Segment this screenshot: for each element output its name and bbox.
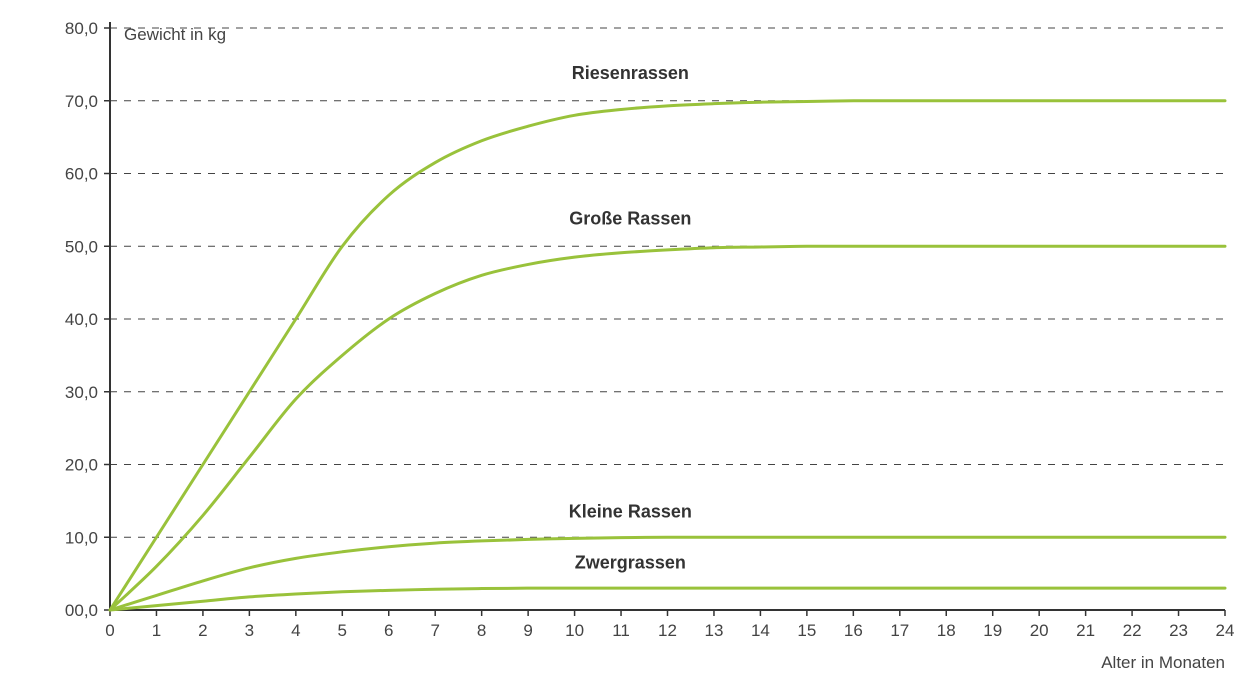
series-line-zwergrassen	[110, 588, 1225, 610]
x-tick-label: 22	[1123, 621, 1142, 640]
growth-chart: 00,010,020,030,040,050,060,070,080,00123…	[0, 0, 1247, 690]
x-tick-label: 12	[658, 621, 677, 640]
x-tick-label: 16	[844, 621, 863, 640]
x-tick-label: 24	[1216, 621, 1235, 640]
x-tick-label: 10	[565, 621, 584, 640]
x-tick-label: 17	[890, 621, 909, 640]
y-tick-label: 30,0	[65, 383, 98, 402]
x-tick-label: 5	[338, 621, 347, 640]
x-axis-title: Alter in Monaten	[1101, 653, 1225, 672]
y-tick-label: 00,0	[65, 601, 98, 620]
x-tick-label: 8	[477, 621, 486, 640]
series-label: Riesenrassen	[572, 63, 689, 83]
y-tick-label: 40,0	[65, 310, 98, 329]
x-tick-label: 6	[384, 621, 393, 640]
chart-svg: 00,010,020,030,040,050,060,070,080,00123…	[0, 0, 1247, 690]
x-tick-label: 4	[291, 621, 300, 640]
y-tick-label: 20,0	[65, 456, 98, 475]
y-tick-label: 60,0	[65, 165, 98, 184]
series-label: Zwergrassen	[575, 553, 686, 573]
series-label: Kleine Rassen	[569, 502, 692, 522]
x-tick-label: 1	[152, 621, 161, 640]
x-tick-label: 13	[704, 621, 723, 640]
x-tick-label: 7	[430, 621, 439, 640]
x-tick-label: 15	[797, 621, 816, 640]
y-tick-label: 10,0	[65, 528, 98, 547]
y-tick-label: 70,0	[65, 92, 98, 111]
x-tick-label: 3	[245, 621, 254, 640]
x-tick-label: 19	[983, 621, 1002, 640]
x-tick-label: 18	[937, 621, 956, 640]
y-tick-label: 50,0	[65, 237, 98, 256]
series-label: Große Rassen	[569, 208, 691, 228]
x-tick-label: 23	[1169, 621, 1188, 640]
series-line-kleine-rassen	[110, 537, 1225, 610]
x-tick-label: 20	[1030, 621, 1049, 640]
x-tick-label: 14	[751, 621, 770, 640]
x-tick-label: 21	[1076, 621, 1095, 640]
x-tick-label: 9	[523, 621, 532, 640]
y-axis-title: Gewicht in kg	[124, 25, 226, 44]
series-line-riesenrassen	[110, 101, 1225, 610]
x-tick-label: 2	[198, 621, 207, 640]
x-tick-label: 11	[612, 621, 630, 640]
x-tick-label: 0	[105, 621, 114, 640]
y-tick-label: 80,0	[65, 19, 98, 38]
